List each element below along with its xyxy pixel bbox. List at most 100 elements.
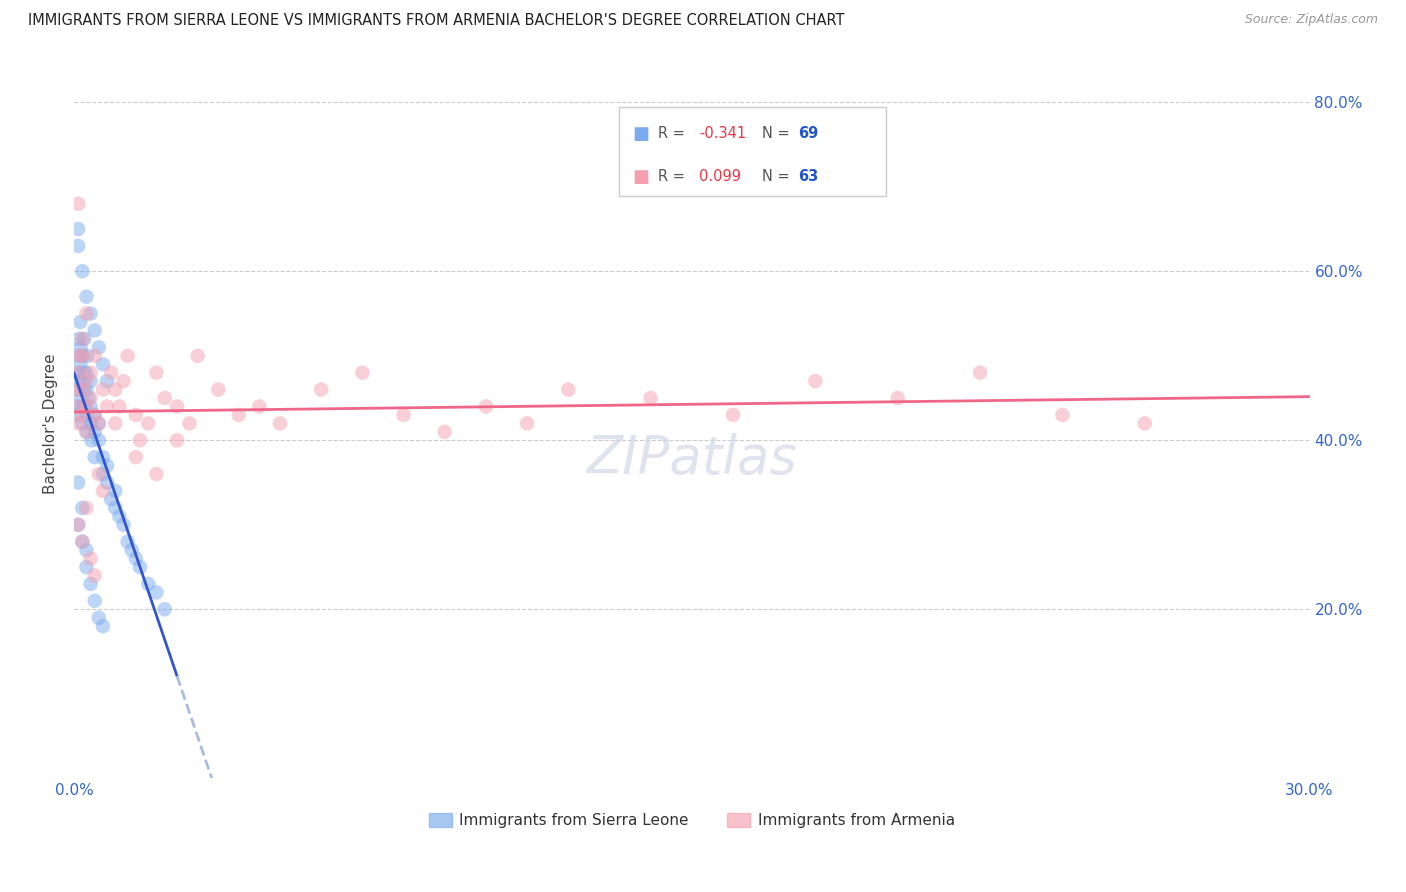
Point [87, 467, 110, 481]
Point [125, 450, 148, 465]
Point [969, 366, 991, 380]
Text: Source: ZipAtlas.com: Source: ZipAtlas.com [1244, 13, 1378, 27]
Point [72, 383, 94, 397]
Point [145, 366, 167, 380]
Point [87, 434, 110, 448]
Point [91, 467, 114, 481]
Point [72, 264, 94, 278]
Point [121, 543, 143, 558]
Point [79, 374, 101, 388]
Point [75, 560, 97, 574]
Point [96, 458, 118, 473]
Point [79, 417, 101, 431]
Point [83, 594, 105, 608]
Point [96, 475, 118, 490]
Point [72, 332, 94, 346]
Text: 63: 63 [799, 169, 818, 184]
Point [72, 500, 94, 515]
Point [166, 400, 188, 414]
Point [67, 332, 90, 346]
Point [179, 417, 201, 431]
Point [67, 408, 90, 422]
Point [166, 434, 188, 448]
Point [247, 400, 270, 414]
Point [228, 408, 250, 422]
Point [145, 467, 167, 481]
Point [67, 475, 90, 490]
Point [75, 366, 97, 380]
Point [69, 349, 91, 363]
Point [79, 400, 101, 414]
Text: IMMIGRANTS FROM SIERRA LEONE VS IMMIGRANTS FROM ARMENIA BACHELOR'S DEGREE CORREL: IMMIGRANTS FROM SIERRA LEONE VS IMMIGRAN… [28, 13, 845, 29]
Point [352, 366, 374, 380]
Point [96, 374, 118, 388]
Point [83, 323, 105, 337]
Text: ■: ■ [633, 125, 650, 143]
Point [69, 349, 91, 363]
Point [67, 196, 90, 211]
Text: 69: 69 [799, 127, 818, 141]
Point [129, 434, 152, 448]
Text: ■: ■ [633, 168, 650, 186]
Point [153, 391, 176, 405]
Point [65, 383, 87, 397]
Point [117, 349, 139, 363]
Point [145, 585, 167, 599]
Point [67, 366, 90, 380]
Point [72, 534, 94, 549]
Point [153, 602, 176, 616]
Point [72, 400, 94, 414]
Point [136, 577, 159, 591]
Point [67, 400, 90, 414]
Point [96, 400, 118, 414]
Text: -0.341: -0.341 [699, 127, 747, 141]
Point [72, 417, 94, 431]
Point [72, 366, 94, 380]
Point [91, 383, 114, 397]
Point [108, 400, 131, 414]
Point [104, 417, 127, 431]
Point [125, 551, 148, 566]
Point [269, 417, 291, 431]
Point [187, 349, 209, 363]
Point [125, 408, 148, 422]
Point [75, 425, 97, 439]
Point [1133, 417, 1156, 431]
Point [83, 568, 105, 582]
Point [91, 619, 114, 633]
Point [67, 417, 90, 431]
Point [100, 492, 122, 507]
Text: ZIPatlas: ZIPatlas [586, 433, 797, 485]
Point [69, 340, 91, 354]
Point [136, 417, 159, 431]
Y-axis label: Bachelor's Degree: Bachelor's Degree [44, 353, 58, 493]
Point [67, 517, 90, 532]
Point [83, 408, 105, 422]
Point [79, 577, 101, 591]
Point [91, 483, 114, 498]
Point [72, 374, 94, 388]
Point [91, 450, 114, 465]
Point [112, 374, 135, 388]
Point [117, 534, 139, 549]
Point [75, 425, 97, 439]
Point [309, 383, 332, 397]
Point [76, 349, 98, 363]
Point [392, 408, 415, 422]
Point [79, 306, 101, 320]
Point [75, 290, 97, 304]
Text: N =: N = [762, 169, 794, 184]
Point [87, 340, 110, 354]
Point [433, 425, 456, 439]
Point [73, 400, 96, 414]
Point [108, 509, 131, 524]
Point [557, 383, 579, 397]
Point [72, 349, 94, 363]
Point [87, 417, 110, 431]
Point [75, 400, 97, 414]
Point [475, 400, 498, 414]
Point [67, 366, 90, 380]
Point [69, 357, 91, 371]
Point [207, 383, 229, 397]
Point [65, 400, 87, 414]
